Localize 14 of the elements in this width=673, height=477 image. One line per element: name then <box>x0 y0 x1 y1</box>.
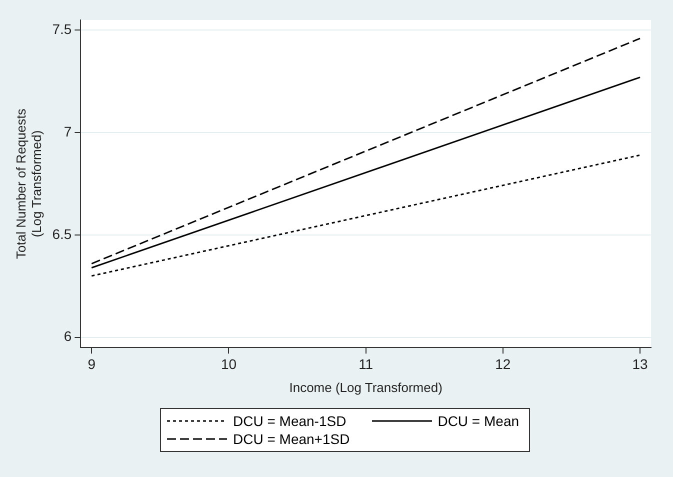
x-tick-label: 12 <box>495 356 511 372</box>
y-axis-title: Total Number of Requests (Log Transformed) <box>13 108 44 259</box>
legend-label: DCU = Mean+1SD <box>233 431 350 447</box>
x-tick-label: 11 <box>358 356 374 372</box>
y-tick-label: 6.5 <box>52 226 72 242</box>
legend-label: DCU = Mean <box>438 413 520 429</box>
x-axis-title: Income (Log Transformed) <box>289 380 442 395</box>
y-tick-label: 7.5 <box>52 21 72 38</box>
x-tick-label: 13 <box>632 356 648 372</box>
legend-label: DCU = Mean-1SD <box>233 413 346 429</box>
x-tick-label: 10 <box>220 356 237 372</box>
x-tick-label: 9 <box>88 356 96 372</box>
y-tick-label: 7 <box>64 123 72 140</box>
y-tick-label: 6 <box>64 328 72 344</box>
